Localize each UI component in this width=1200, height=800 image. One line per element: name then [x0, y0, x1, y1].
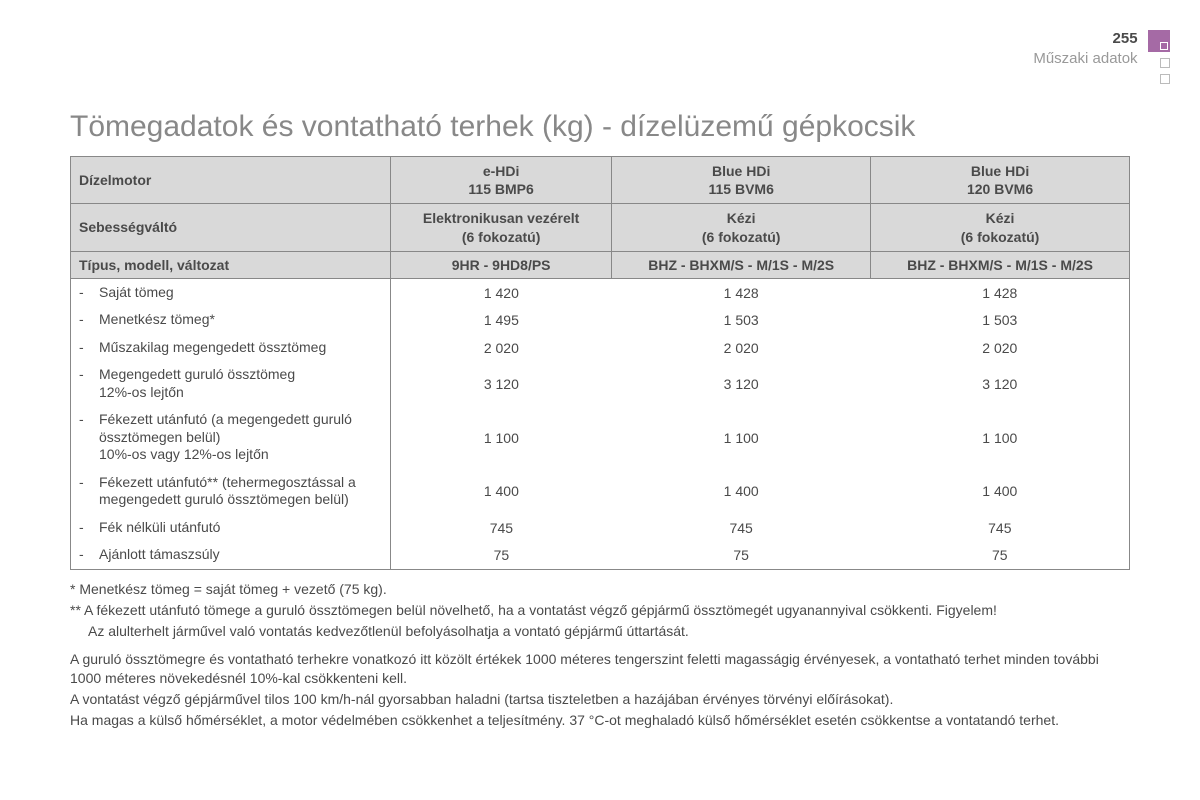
page-number: 255: [1113, 30, 1138, 47]
row-label-cell: -Saját tömeg: [71, 278, 391, 306]
value-cell: 2 020: [612, 334, 871, 362]
row-label-cell: -Műszakilag megengedett össztömeg: [71, 334, 391, 362]
row-label-cell: -Fékezett utánfutó** (tehermegosztással …: [71, 469, 391, 514]
th-engine-1: Blue HDi115 BVM6: [612, 157, 871, 204]
value-cell: 1 428: [612, 278, 871, 306]
value-cell: 745: [612, 514, 871, 542]
row-label-cell: -Fék nélküli utánfutó: [71, 514, 391, 542]
th-type-1: BHZ - BHXM/S - M/1S - M/2S: [612, 251, 871, 278]
table-row: -Ajánlott támaszsúly757575: [71, 541, 1130, 569]
value-cell: 1 420: [391, 278, 612, 306]
th-type-2: BHZ - BHXM/S - M/1S - M/2S: [871, 251, 1130, 278]
th-engine-2: Blue HDi120 BVM6: [871, 157, 1130, 204]
th-engine-label: Dízelmotor: [71, 157, 391, 204]
note-p1: A guruló össztömegre és vontatható terhe…: [70, 650, 1130, 688]
corner-accent: [1148, 30, 1170, 84]
table-row: -Fékezett utánfutó** (tehermegosztással …: [71, 469, 1130, 514]
note-2a: ** A fékezett utánfutó tömege a guruló ö…: [70, 601, 1130, 620]
th-engine-0: e-HDi115 BMP6: [391, 157, 612, 204]
table-row: -Menetkész tömeg*1 4951 5031 503: [71, 306, 1130, 334]
note-p3: Ha magas a külső hőmérséklet, a motor vé…: [70, 711, 1130, 730]
row-label-cell: -Ajánlott támaszsúly: [71, 541, 391, 569]
value-cell: 1 100: [871, 406, 1130, 469]
th-type-label: Típus, modell, változat: [71, 251, 391, 278]
value-cell: 2 020: [391, 334, 612, 362]
table-row: -Fékezett utánfutó (a megengedett guruló…: [71, 406, 1130, 469]
table-row: -Műszakilag megengedett össztömeg2 0202 …: [71, 334, 1130, 362]
th-gearbox-1: Kézi(6 fokozatú): [612, 204, 871, 251]
value-cell: 2 020: [871, 334, 1130, 362]
value-cell: 75: [871, 541, 1130, 569]
value-cell: 3 120: [612, 361, 871, 406]
table-row: -Saját tömeg1 4201 4281 428: [71, 278, 1130, 306]
value-cell: 1 400: [871, 469, 1130, 514]
value-cell: 75: [391, 541, 612, 569]
notes: * Menetkész tömeg = saját tömeg + vezető…: [70, 580, 1130, 730]
th-gearbox-label: Sebességváltó: [71, 204, 391, 251]
page-title: Tömegadatok és vontatható terhek (kg) - …: [70, 110, 1130, 144]
table-body: -Saját tömeg1 4201 4281 428-Menetkész tö…: [71, 278, 1130, 569]
weights-table: Dízelmotor e-HDi115 BMP6 Blue HDi115 BVM…: [70, 156, 1130, 570]
value-cell: 75: [612, 541, 871, 569]
table-row: -Megengedett guruló össztömeg12%-os lejt…: [71, 361, 1130, 406]
value-cell: 3 120: [391, 361, 612, 406]
value-cell: 1 100: [612, 406, 871, 469]
note-1: * Menetkész tömeg = saját tömeg + vezető…: [70, 580, 1130, 599]
th-gearbox-0: Elektronikusan vezérelt(6 fokozatú): [391, 204, 612, 251]
row-label-cell: -Fékezett utánfutó (a megengedett guruló…: [71, 406, 391, 469]
page-header: 255 Műszaki adatok: [1033, 30, 1170, 84]
th-type-0: 9HR - 9HD8/PS: [391, 251, 612, 278]
th-gearbox-2: Kézi(6 fokozatú): [871, 204, 1130, 251]
table-row: -Fék nélküli utánfutó745745745: [71, 514, 1130, 542]
note-p2: A vontatást végző gépjárművel tilos 100 …: [70, 690, 1130, 709]
note-2b: Az alulterhelt járművel való vontatás ke…: [70, 622, 1130, 641]
value-cell: 745: [391, 514, 612, 542]
value-cell: 1 400: [391, 469, 612, 514]
value-cell: 745: [871, 514, 1130, 542]
section-label: Műszaki adatok: [1033, 50, 1137, 67]
table-head: Dízelmotor e-HDi115 BMP6 Blue HDi115 BVM…: [71, 157, 1130, 279]
value-cell: 1 503: [871, 306, 1130, 334]
value-cell: 1 495: [391, 306, 612, 334]
row-label-cell: -Megengedett guruló össztömeg12%-os lejt…: [71, 361, 391, 406]
value-cell: 1 400: [612, 469, 871, 514]
value-cell: 1 428: [871, 278, 1130, 306]
row-label-cell: -Menetkész tömeg*: [71, 306, 391, 334]
value-cell: 1 100: [391, 406, 612, 469]
value-cell: 1 503: [612, 306, 871, 334]
value-cell: 3 120: [871, 361, 1130, 406]
content: Tömegadatok és vontatható terhek (kg) - …: [70, 110, 1130, 732]
